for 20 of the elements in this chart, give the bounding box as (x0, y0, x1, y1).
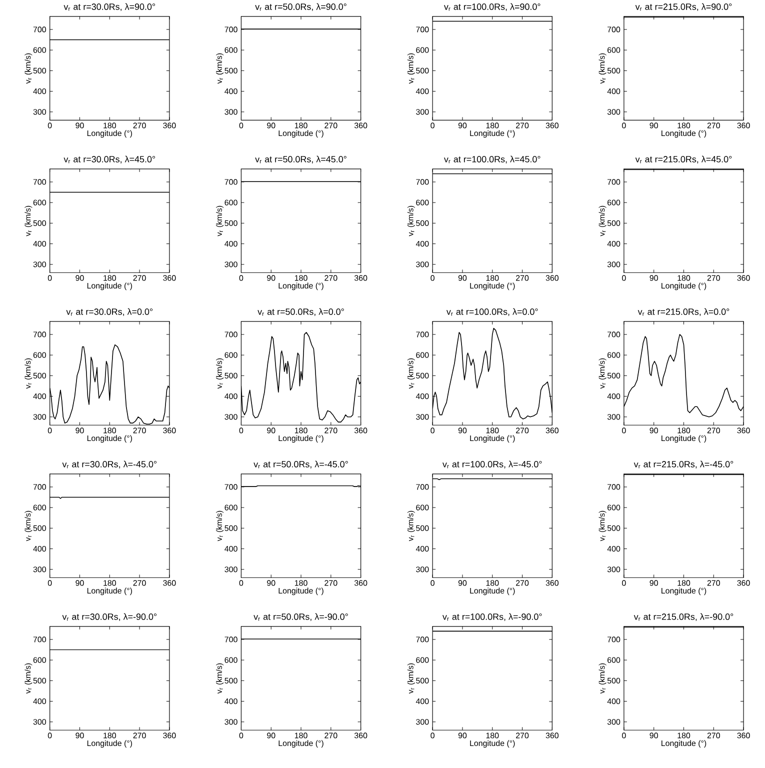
chart-title: v$_{r}$ at r=100.0Rs, λ=90.0° (444, 3, 540, 11)
chart-title: v$_{r}$ at r=100.0Rs, λ=0.0° (446, 308, 538, 316)
chart-title: v$_{r}$ at r=215.0Rs, λ=45.0° (635, 156, 732, 164)
chart-title: v$_{r}$ at r=100.0Rs, λ=-90.0° (442, 613, 542, 621)
chart-title: v$_{r}$ at r=50.0Rs, λ=0.0° (257, 308, 344, 316)
chart-title: v$_{r}$ at r=50.0Rs, λ=-45.0° (253, 460, 348, 468)
chart-title: v$_{r}$ at r=50.0Rs, λ=-90.0° (253, 613, 348, 621)
chart-title: v$_{r}$ at r=100.0Rs, λ=-45.0° (442, 460, 542, 468)
chart-title: v$_{r}$ at r=30.0Rs, λ=90.0° (64, 3, 155, 11)
chart-title: v$_{r}$ at r=215.0Rs, λ=-45.0° (634, 460, 733, 468)
chart-title: v$_{r}$ at r=30.0Rs, λ=0.0° (66, 308, 152, 316)
chart-title: v$_{r}$ at r=215.0Rs, λ=0.0° (638, 308, 729, 316)
chart-title: v$_{r}$ at r=50.0Rs, λ=45.0° (254, 156, 346, 164)
chart-title: v$_{r}$ at r=30.0Rs, λ=-90.0° (62, 613, 156, 621)
chart-title: v$_{r}$ at r=30.0Rs, λ=45.0° (64, 156, 155, 164)
chart-title: v$_{r}$ at r=215.0Rs, λ=90.0° (635, 3, 732, 11)
chart-title: v$_{r}$ at r=100.0Rs, λ=45.0° (444, 156, 540, 164)
chart-title: v$_{r}$ at r=215.0Rs, λ=-90.0° (634, 613, 733, 621)
chart-title: v$_{r}$ at r=50.0Rs, λ=90.0° (254, 3, 346, 11)
chart-title: v$_{r}$ at r=30.0Rs, λ=-45.0° (62, 460, 156, 468)
